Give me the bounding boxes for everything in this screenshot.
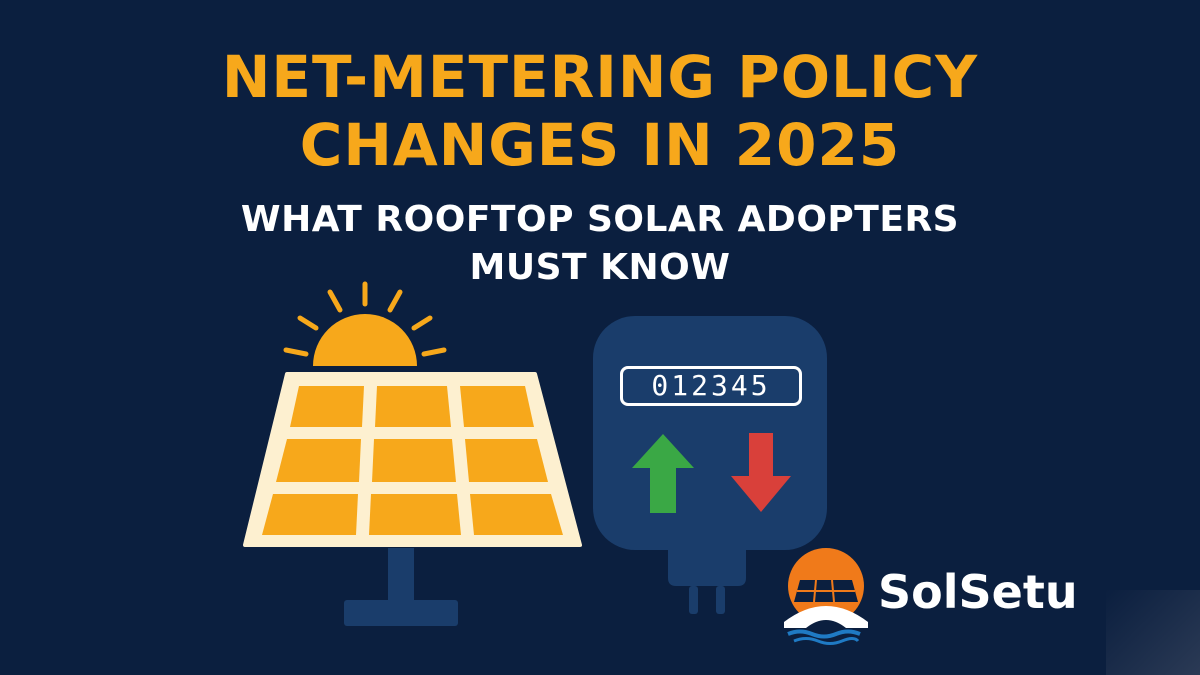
headline-line-2: CHANGES IN 2025 xyxy=(299,111,901,179)
arrow-up-icon xyxy=(632,434,694,513)
electric-meter-icon xyxy=(593,316,827,614)
meter-reading: 012345 xyxy=(620,366,802,406)
solar-panel-icon xyxy=(243,372,582,626)
corner-shade xyxy=(1106,590,1200,675)
subheadline-line-1: WHAT ROOFTOP SOLAR ADOPTERS xyxy=(240,199,960,240)
arrow-down-icon xyxy=(731,433,791,512)
headline-line-1: NET-METERING POLICY xyxy=(221,43,979,111)
subheadline-line-2: MUST KNOW xyxy=(469,247,731,288)
solsetu-logo xyxy=(784,548,868,645)
brand-name: SolSetu xyxy=(878,565,1078,619)
sun-icon xyxy=(283,281,447,366)
